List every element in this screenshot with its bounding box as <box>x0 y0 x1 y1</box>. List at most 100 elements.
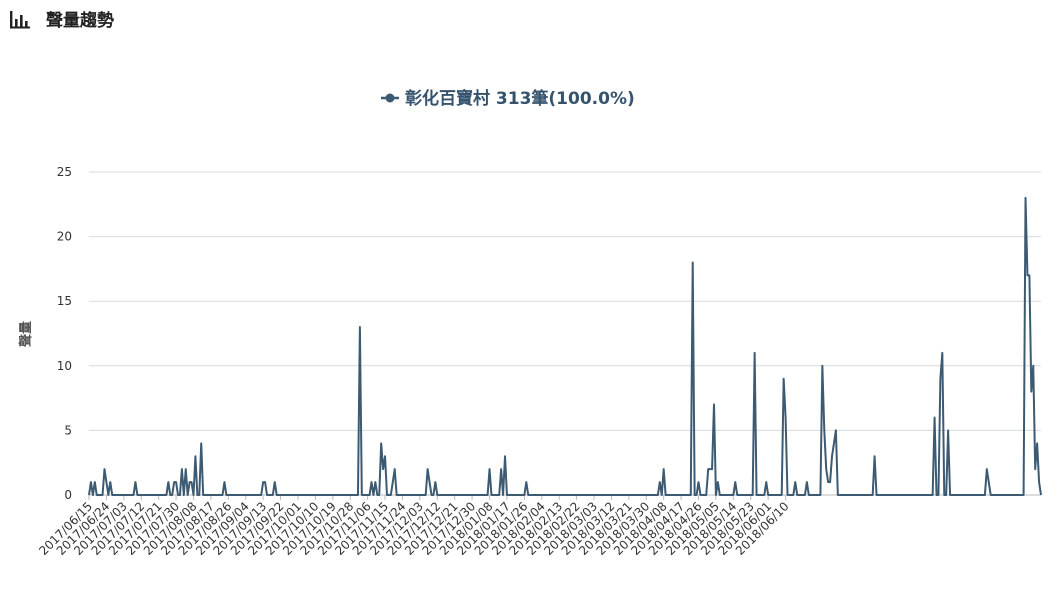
data-point[interactable] <box>486 494 488 496</box>
data-point[interactable] <box>732 494 734 496</box>
data-point[interactable] <box>662 468 664 470</box>
data-point[interactable] <box>986 468 988 470</box>
data-point[interactable] <box>695 494 697 496</box>
data-point[interactable] <box>500 468 502 470</box>
data-point[interactable] <box>984 494 986 496</box>
data-point[interactable] <box>825 468 827 470</box>
data-point[interactable] <box>931 494 933 496</box>
data-point[interactable] <box>781 494 783 496</box>
data-point[interactable] <box>179 494 181 496</box>
data-point[interactable] <box>92 494 94 496</box>
data-point[interactable] <box>185 468 187 470</box>
data-point[interactable] <box>523 494 525 496</box>
data-point[interactable] <box>105 481 107 483</box>
data-point[interactable] <box>194 455 196 457</box>
data-point[interactable] <box>753 352 755 354</box>
data-point[interactable] <box>937 494 939 496</box>
data-point[interactable] <box>181 468 183 470</box>
data-point[interactable] <box>498 494 500 496</box>
data-point[interactable] <box>372 494 374 496</box>
data-point[interactable] <box>871 494 873 496</box>
data-point[interactable] <box>384 455 386 457</box>
data-point[interactable] <box>378 494 380 496</box>
data-point[interactable] <box>183 494 185 496</box>
data-point[interactable] <box>90 481 92 483</box>
data-point[interactable] <box>715 494 717 496</box>
data-point[interactable] <box>134 481 136 483</box>
data-point[interactable] <box>390 494 392 496</box>
data-point[interactable] <box>831 455 833 457</box>
data-point[interactable] <box>947 429 949 431</box>
data-point[interactable] <box>945 494 947 496</box>
data-point[interactable] <box>272 494 274 496</box>
data-point[interactable] <box>939 378 941 380</box>
data-point[interactable] <box>763 494 765 496</box>
data-point[interactable] <box>1038 481 1040 483</box>
data-point[interactable] <box>165 494 167 496</box>
legend[interactable]: 彰化百寶村 313筆(100.0%) <box>381 88 635 109</box>
data-point[interactable] <box>525 481 527 483</box>
data-point[interactable] <box>504 455 506 457</box>
data-point[interactable] <box>198 494 200 496</box>
data-point[interactable] <box>941 352 943 354</box>
data-point[interactable] <box>690 494 692 496</box>
data-point[interactable] <box>692 261 694 263</box>
data-point[interactable] <box>821 365 823 367</box>
data-point[interactable] <box>370 481 372 483</box>
data-point[interactable] <box>264 481 266 483</box>
data-point[interactable] <box>428 481 430 483</box>
data-point[interactable] <box>1032 365 1034 367</box>
data-point[interactable] <box>829 481 831 483</box>
data-point[interactable] <box>792 494 794 496</box>
data-point[interactable] <box>171 494 173 496</box>
data-point[interactable] <box>713 403 715 405</box>
data-point[interactable] <box>432 494 434 496</box>
data-point[interactable] <box>711 468 713 470</box>
data-point[interactable] <box>661 494 663 496</box>
data-point[interactable] <box>806 481 808 483</box>
data-point[interactable] <box>765 481 767 483</box>
series-line[interactable] <box>88 196 1042 496</box>
data-point[interactable] <box>1028 274 1030 276</box>
data-point[interactable] <box>274 481 276 483</box>
data-point[interactable] <box>659 481 661 483</box>
data-point[interactable] <box>186 494 188 496</box>
data-point[interactable] <box>359 326 361 328</box>
data-point[interactable] <box>697 481 699 483</box>
data-point[interactable] <box>1030 390 1032 392</box>
data-point[interactable] <box>357 494 359 496</box>
data-point[interactable] <box>132 494 134 496</box>
data-point[interactable] <box>794 481 796 483</box>
data-point[interactable] <box>988 481 990 483</box>
data-point[interactable] <box>488 468 490 470</box>
data-point[interactable] <box>260 494 262 496</box>
data-point[interactable] <box>873 455 875 457</box>
data-point[interactable] <box>221 494 223 496</box>
data-point[interactable] <box>394 468 396 470</box>
data-point[interactable] <box>424 494 426 496</box>
data-point[interactable] <box>705 494 707 496</box>
data-point[interactable] <box>1036 442 1038 444</box>
data-point[interactable] <box>368 494 370 496</box>
data-point[interactable] <box>101 494 103 496</box>
data-point[interactable] <box>1024 197 1026 199</box>
data-point[interactable] <box>103 468 105 470</box>
data-point[interactable] <box>1040 494 1042 496</box>
data-point[interactable] <box>167 481 169 483</box>
data-point[interactable] <box>717 481 719 483</box>
data-point[interactable] <box>382 468 384 470</box>
data-point[interactable] <box>374 481 376 483</box>
data-point[interactable] <box>751 494 753 496</box>
data-point[interactable] <box>392 481 394 483</box>
data-point[interactable] <box>782 378 784 380</box>
data-point[interactable] <box>107 494 109 496</box>
data-point[interactable] <box>94 481 96 483</box>
data-point[interactable] <box>784 416 786 418</box>
data-point[interactable] <box>190 481 192 483</box>
data-point[interactable] <box>1034 468 1036 470</box>
data-point[interactable] <box>1022 494 1024 496</box>
data-point[interactable] <box>804 494 806 496</box>
data-point[interactable] <box>192 494 194 496</box>
data-point[interactable] <box>502 494 504 496</box>
data-point[interactable] <box>819 494 821 496</box>
